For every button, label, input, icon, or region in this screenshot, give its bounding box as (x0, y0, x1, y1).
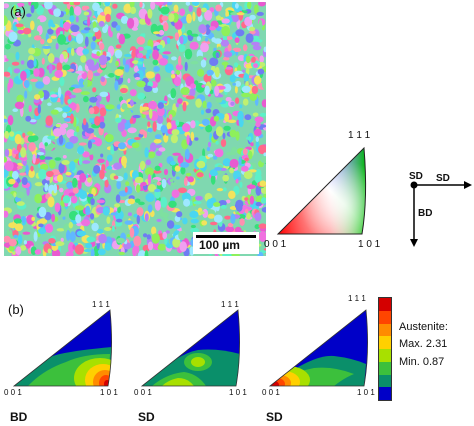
axis-sd-corner-label: SD (409, 171, 423, 182)
inverse-pole-figure-sd-1 (140, 309, 240, 387)
legend-title: Austenite: (399, 321, 448, 333)
ipf-sd2-label-001: 0 0 1 (262, 388, 280, 397)
inverse-pole-figure-bd (12, 309, 112, 387)
ebsd-map (0, 0, 270, 261)
color-bar-segment (379, 349, 391, 362)
ipf-color-key (276, 146, 367, 235)
ipf-bd-label-111: 1 1 1 (92, 300, 110, 309)
sample-axes (410, 181, 472, 247)
panel-a-label: (a) (10, 4, 26, 19)
axis-bd-label: BD (418, 208, 433, 219)
color-bar-segment (379, 336, 391, 349)
panel-b-label: (b) (8, 302, 24, 317)
ipf-bd-label-101: 1 0 1 (100, 388, 118, 397)
ipf-sd1-label-101: 1 0 1 (229, 388, 247, 397)
color-bar-segment (379, 310, 391, 324)
ipf-sd1-direction: SD (138, 410, 155, 424)
ipf-bd-direction: BD (10, 410, 28, 424)
axis-sd-label: SD (436, 173, 450, 184)
color-bar-legend (378, 297, 392, 401)
ebsd-map-image (0, 0, 270, 261)
ipf-key-001: 0 0 1 (264, 239, 287, 250)
scale-bar-label: 100 µm (199, 238, 240, 252)
legend-min: Min. 0.87 (399, 356, 445, 368)
legend-max: Max. 2.31 (399, 338, 448, 350)
color-bar-segment (379, 361, 391, 375)
ipf-sd1-label-111: 1 1 1 (221, 300, 239, 309)
color-bar-segment (379, 298, 391, 311)
ipf-sd1-label-001: 0 0 1 (134, 388, 152, 397)
ipf-sd2-direction: SD (266, 410, 283, 424)
color-bar-segment (379, 387, 391, 400)
color-bar-segment (379, 374, 391, 388)
ipf-sd2-label-101: 1 0 1 (357, 388, 375, 397)
color-bar-segment (379, 323, 391, 337)
ipf-key-101: 1 0 1 (358, 239, 381, 250)
ipf-key-111: 1 1 1 (348, 130, 371, 141)
ipf-sd2-label-111: 1 1 1 (348, 294, 366, 303)
inverse-pole-figure-sd-2 (268, 309, 368, 387)
scale-bar-line (196, 235, 256, 238)
ipf-bd-label-001: 0 0 1 (4, 388, 22, 397)
